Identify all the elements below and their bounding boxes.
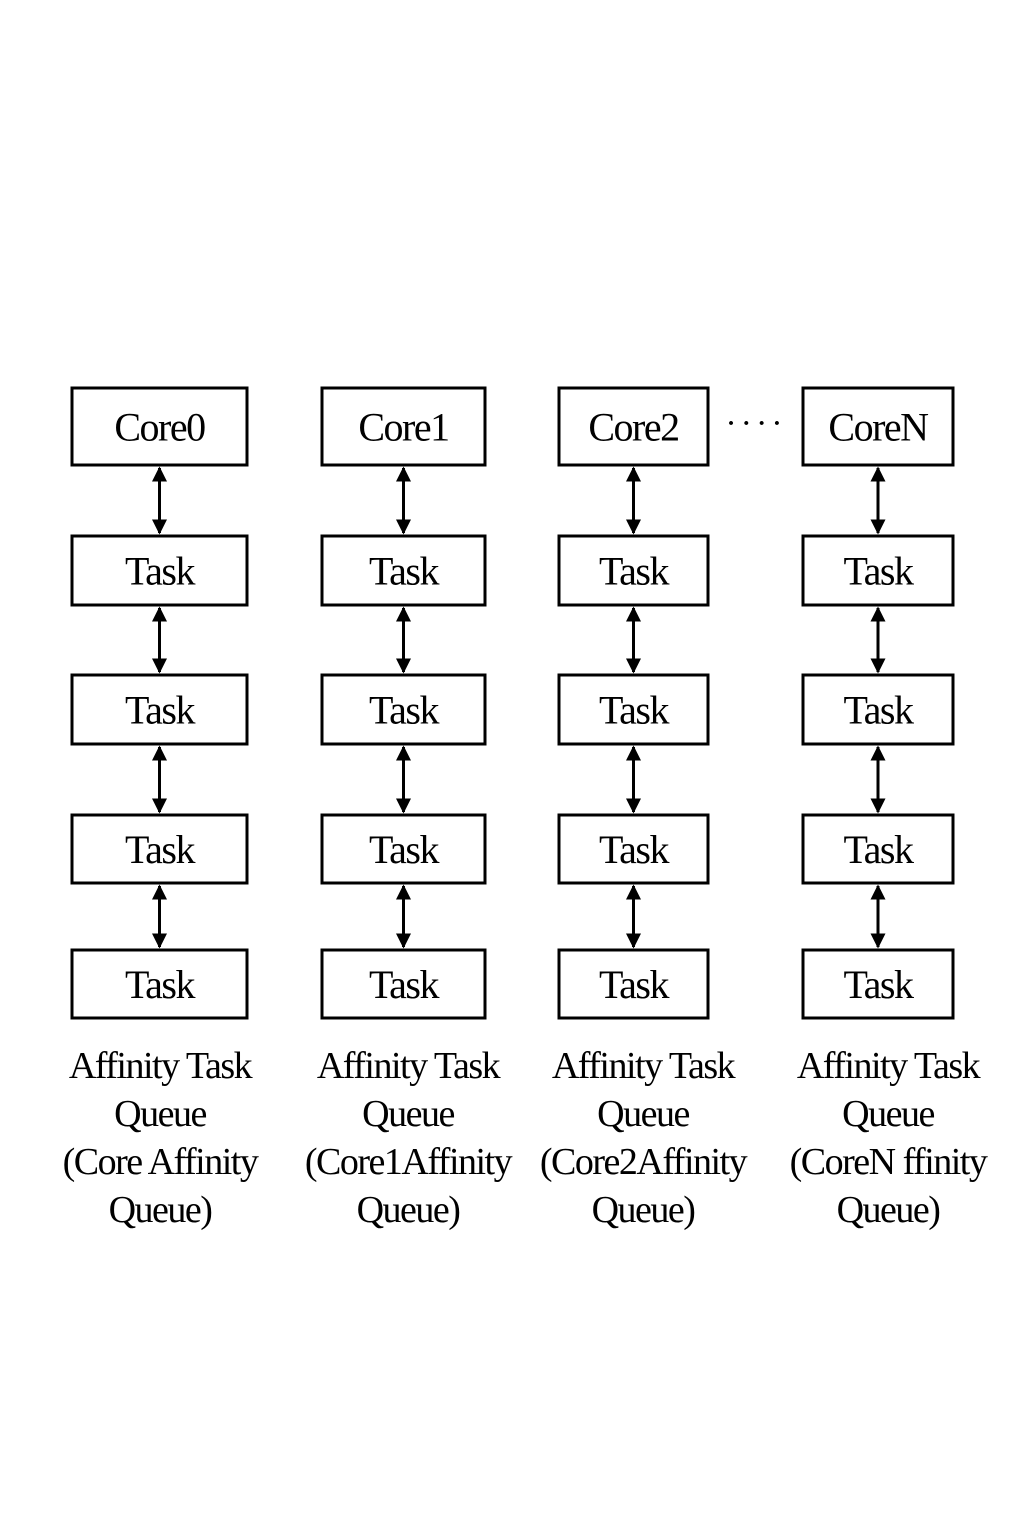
task-node: Task <box>320 813 487 885</box>
task-node: Task <box>320 534 487 607</box>
task-node: Task <box>801 673 955 746</box>
queue-label-line: Queue) <box>109 1189 212 1231</box>
task-box <box>320 673 487 746</box>
task-node: Task <box>70 673 249 746</box>
task-box <box>320 813 487 885</box>
queue-label-line: Queue <box>842 1093 934 1135</box>
task-box <box>70 673 249 746</box>
queue-label-line: Queue <box>597 1093 689 1135</box>
queue-column: CoreN Task Task Task Task Affinity Task Queue (… <box>790 386 989 1231</box>
task-node: Task <box>557 673 710 746</box>
task-label: Task <box>125 549 195 594</box>
task-box <box>70 813 249 885</box>
task-box <box>557 534 710 607</box>
queue-label-line: Affinity Task <box>317 1045 501 1087</box>
task-label: Task <box>844 827 914 872</box>
task-node: Task <box>70 948 249 1020</box>
task-label: Task <box>125 688 195 733</box>
task-label: Task <box>599 962 669 1007</box>
core-node: Core1 <box>320 386 487 467</box>
task-label: Task <box>369 688 439 733</box>
ellipsis-separator: ···· <box>725 405 786 442</box>
task-node: Task <box>320 948 487 1020</box>
queue-label-line: (Core2Affinity <box>540 1141 748 1183</box>
task-label: Task <box>369 549 439 594</box>
core-node: Core0 <box>70 386 249 467</box>
queue-label-line: Affinity Task <box>69 1045 253 1087</box>
task-box <box>320 948 487 1020</box>
queue-label-line: Affinity Task <box>797 1045 981 1087</box>
core-label: CoreN <box>828 405 928 450</box>
queue-label-line: Affinity Task <box>552 1045 736 1087</box>
queue-label-line: Queue) <box>357 1189 460 1231</box>
task-node: Task <box>557 813 710 885</box>
task-box <box>70 534 249 607</box>
task-box <box>557 673 710 746</box>
task-node: Task <box>70 813 249 885</box>
task-label: Task <box>844 549 914 594</box>
task-node: Task <box>801 948 955 1020</box>
core-box <box>70 386 249 467</box>
task-label: Task <box>125 827 195 872</box>
queue-label-line: Queue <box>114 1093 206 1135</box>
task-box <box>320 534 487 607</box>
task-node: Task <box>801 813 955 885</box>
core-node: CoreN <box>801 386 955 467</box>
queue-label-line: Queue <box>362 1093 454 1135</box>
task-label: Task <box>369 962 439 1007</box>
task-box <box>801 948 955 1020</box>
task-node: Task <box>557 948 710 1020</box>
task-node: Task <box>70 534 249 607</box>
queue-label-line: Queue) <box>837 1189 940 1231</box>
task-label: Task <box>125 962 195 1007</box>
queue-label-line: (Core Affinity <box>63 1141 259 1183</box>
task-node: Task <box>557 534 710 607</box>
task-box <box>801 813 955 885</box>
core-label: Core1 <box>358 405 448 450</box>
queue-column: Core2 Task Task Task Task Affinity Task Queue (… <box>540 386 749 1231</box>
task-box <box>70 948 249 1020</box>
task-node: Task <box>320 673 487 746</box>
task-label: Task <box>369 827 439 872</box>
core-label: Core2 <box>588 405 678 450</box>
task-label: Task <box>844 688 914 733</box>
task-label: Task <box>844 962 914 1007</box>
task-label: Task <box>599 827 669 872</box>
queue-column: Core0 Task Task Task Task Affinity Task Queue (… <box>63 386 260 1231</box>
task-label: Task <box>599 688 669 733</box>
task-box <box>557 948 710 1020</box>
task-box <box>801 673 955 746</box>
queue-label-line: Queue) <box>592 1189 695 1231</box>
core-label: Core0 <box>114 405 205 450</box>
core-box <box>557 386 710 467</box>
queue-label-line: (Core1Affinity <box>305 1141 513 1183</box>
task-node: Task <box>801 534 955 607</box>
core-box <box>320 386 487 467</box>
core-node: Core2 <box>557 386 710 467</box>
task-label: Task <box>599 549 669 594</box>
queue-column: Core1 Task Task Task Task Affinity Task Queue (… <box>305 386 514 1231</box>
task-box <box>557 813 710 885</box>
core-box <box>801 386 955 467</box>
queue-label-line: (CoreN ffinity <box>790 1141 988 1183</box>
task-box <box>801 534 955 607</box>
